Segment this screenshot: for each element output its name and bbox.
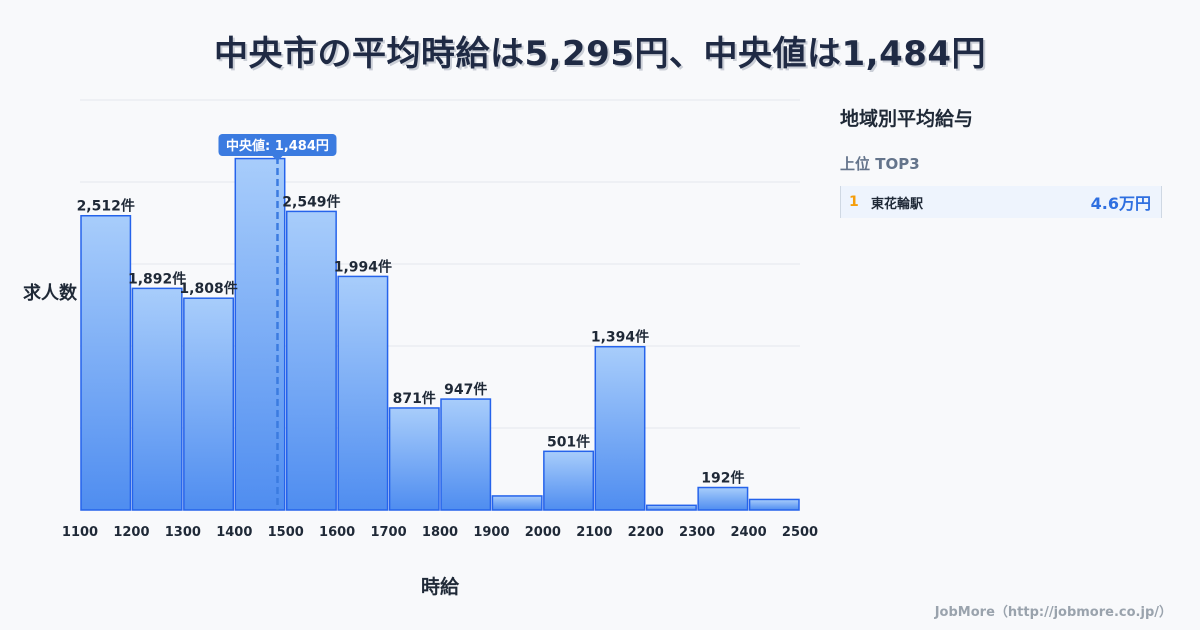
x-tick-label: 2200 [628, 525, 664, 540]
histogram-bar [645, 504, 697, 511]
x-tick-label: 2000 [525, 525, 561, 540]
median-badge [218, 134, 337, 156]
bar-value-label: 947件 [444, 381, 487, 398]
histogram-bar [697, 486, 749, 511]
histogram-bar [285, 210, 337, 511]
footer-credit: JobMore（http://jobmore.co.jp/） [934, 605, 1172, 620]
bar-value-label: 501件 [547, 433, 590, 450]
bar-value-label: 1,994件 [334, 258, 392, 275]
histogram-bar [748, 498, 800, 511]
bar-value-label: 2,549件 [282, 193, 340, 210]
y-axis-label: 求人数 [23, 282, 78, 304]
histogram-bar [543, 450, 595, 511]
x-axis-label: 時給 [421, 575, 460, 598]
histogram-bar [491, 495, 543, 511]
histogram-bar [337, 275, 389, 511]
bar-value-label: 1,808件 [179, 280, 237, 297]
panel-title: 地域別平均給与 [840, 108, 974, 130]
median-marker: 中央値: 1,484円 [218, 134, 337, 510]
x-tick-label: 2500 [782, 525, 818, 540]
ranking-item[interactable]: 1 東花輪駅 4.6万円 [840, 186, 1162, 218]
bar-value-label: 1,892件 [128, 270, 186, 287]
x-tick-label: 1700 [370, 525, 406, 540]
histogram-bar [183, 297, 235, 511]
station-name: 東花輪駅 [871, 196, 924, 212]
histogram-bar [388, 407, 440, 511]
region-salary-panel: 地域別平均給与 上位 TOP3 1 東花輪駅 4.6万円 [840, 104, 1162, 218]
bars [80, 157, 800, 511]
histogram-bar [440, 398, 492, 511]
x-tick-label: 1800 [422, 525, 458, 540]
x-tick-label: 1600 [319, 525, 355, 540]
x-tick-label: 1100 [62, 525, 98, 540]
x-tick-label: 2100 [576, 525, 612, 540]
x-tick-label: 1200 [113, 525, 149, 540]
bar-value-label: 871件 [393, 390, 436, 407]
bar-value-label: 192件 [701, 470, 744, 487]
rank-number: 1 [849, 194, 859, 210]
page-title: 中央市の平均時給は5,295円、中央値は1,484円 [213, 34, 987, 74]
x-ticks: 1100 1200 1300 1400 1500 1600 1700 1800 1900 2000… [62, 525, 818, 540]
bar-value-label: 1,394件 [591, 329, 649, 346]
x-tick-label: 1500 [268, 525, 304, 540]
x-tick-label: 1300 [165, 525, 201, 540]
median-label: 中央値: 1,484円 [226, 138, 329, 154]
average-salary: 4.6万円 [1090, 194, 1151, 213]
x-tick-label: 1900 [473, 525, 509, 540]
median-badge-pointer [272, 156, 283, 161]
histogram-bar [80, 214, 132, 511]
panel-subtitle: 上位 TOP3 [840, 155, 920, 173]
x-tick-label: 2400 [730, 525, 766, 540]
histogram-bar [131, 287, 183, 511]
histogram-bar [594, 345, 646, 511]
x-tick-label: 2300 [679, 525, 715, 540]
bar-value-label: 2,512件 [77, 198, 135, 215]
x-tick-label: 1400 [216, 525, 252, 540]
